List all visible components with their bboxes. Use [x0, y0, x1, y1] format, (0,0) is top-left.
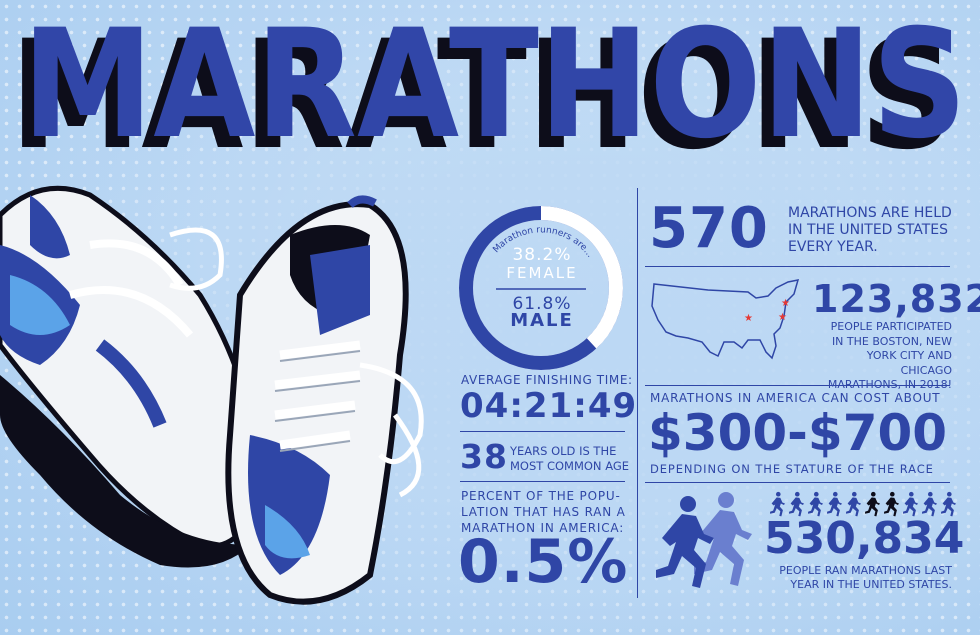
runners-graphic — [656, 492, 752, 588]
runner-icon — [827, 491, 842, 517]
age-text: YEARS OLD IS THE MOST COMMON AGE — [510, 444, 630, 473]
usa-map-icon: ★ ★ ★ — [651, 279, 800, 360]
gender-donut-chart: Marathon runners are... — [459, 206, 623, 370]
runner-icon — [941, 491, 956, 517]
participants-count: 123,832 — [812, 277, 980, 321]
runner-icon — [789, 491, 804, 517]
finishing-label: AVERAGE FINISHING TIME: — [461, 373, 633, 387]
runner-icon — [922, 491, 937, 517]
percent-value: 0.5% — [458, 527, 629, 597]
cost-top-text: MARATHONS IN AMERICA CAN COST ABOUT — [650, 391, 941, 405]
page-title: MARATHONS — [22, 0, 967, 160]
cost-value: $300-$700 — [648, 404, 948, 462]
runner-icon — [903, 491, 918, 517]
ran-text: PEOPLE RAN MARATHONS LAST YEAR IN THE UN… — [779, 564, 952, 591]
age-value: 38 — [460, 437, 508, 476]
percent-text: PERCENT OF THE POPU- LATION THAT HAS RAN… — [461, 489, 626, 535]
small-runners-row — [768, 491, 958, 517]
runner-icon — [846, 491, 861, 517]
marathons-count: 570 — [649, 196, 769, 261]
runner-icon — [865, 491, 880, 517]
svg-text:★: ★ — [778, 312, 787, 323]
title-graphic: MARATHONS MARATHONS — [10, 0, 967, 160]
svg-text:★: ★ — [781, 298, 790, 309]
male-percent: 61.8% — [512, 294, 572, 314]
female-percent: 38.2% — [512, 245, 572, 265]
runner-icon — [884, 491, 899, 517]
male-label: MALE — [510, 310, 574, 331]
column-divider — [637, 188, 638, 598]
runner-icon — [808, 491, 823, 517]
ran-count: 530,834 — [764, 513, 965, 564]
finishing-time: 04:21:49 — [460, 386, 638, 426]
cost-bottom-text: DEPENDING ON THE STATURE OF THE RACE — [650, 462, 934, 476]
sneakers-illustration — [0, 185, 424, 605]
runner-icon — [770, 491, 785, 517]
svg-text:★: ★ — [744, 313, 753, 324]
marathons-held-text: MARATHONS ARE HELD IN THE UNITED STATES … — [788, 205, 952, 255]
female-label: FEMALE — [506, 264, 578, 282]
svg-text:MARATHONS: MARATHONS — [10, 9, 955, 160]
participants-text: PEOPLE PARTICIPATED IN THE BOSTON, NEW Y… — [827, 320, 952, 391]
female-arc — [459, 206, 623, 370]
